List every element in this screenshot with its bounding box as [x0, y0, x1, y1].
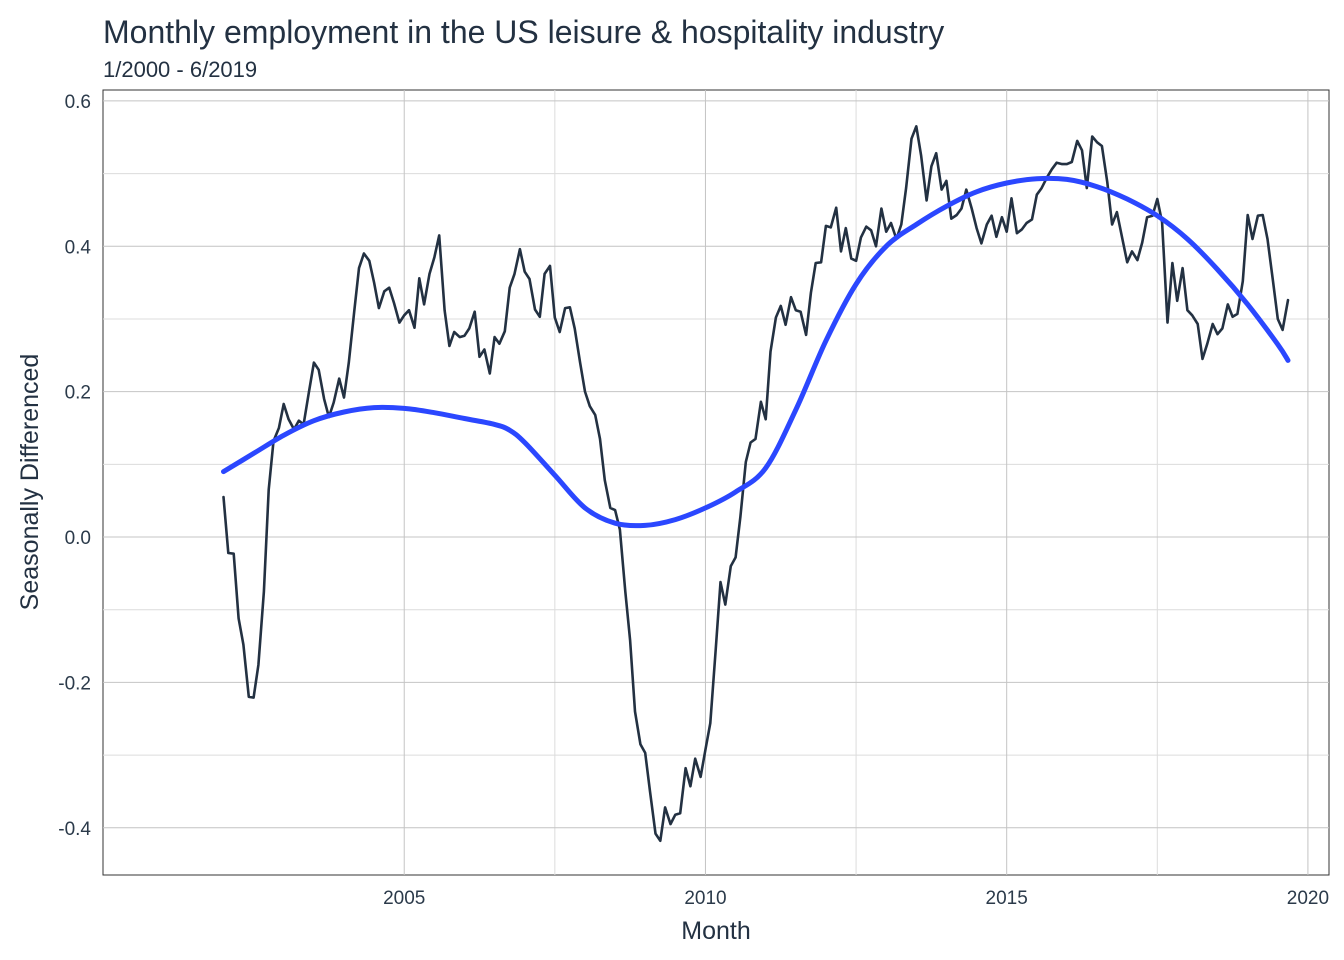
tick-labels: -0.4 -0.2 0.0 0.2 0.4 0.6 2005 2010 2015 2020 [58, 92, 1329, 909]
series-layer [221, 125, 1291, 843]
x-tick-label: 2005 [383, 888, 425, 909]
x-tick-label: 2020 [1287, 888, 1329, 909]
y-tick-label: 0.0 [65, 528, 91, 549]
x-tick-label: 2010 [684, 888, 726, 909]
y-axis-title: Seasonally Differenced [16, 354, 44, 611]
chart-subtitle: 1/2000 - 6/2019 [103, 57, 258, 82]
x-axis-title: Month [681, 917, 750, 945]
employment-series-line [222, 125, 1290, 843]
y-tick-label: 0.4 [65, 237, 92, 258]
y-tick-label: 0.2 [65, 383, 91, 404]
smoothed-trend-line [221, 175, 1291, 529]
x-tick-label: 2015 [986, 888, 1028, 909]
plot-panel [102, 89, 1330, 876]
chart-title: Monthly employment in the US leisure & h… [103, 14, 945, 50]
y-tick-label: 0.6 [65, 92, 91, 113]
grid-lines [103, 90, 1329, 875]
y-tick-label: -0.4 [58, 819, 91, 840]
y-tick-label: -0.2 [58, 673, 91, 694]
